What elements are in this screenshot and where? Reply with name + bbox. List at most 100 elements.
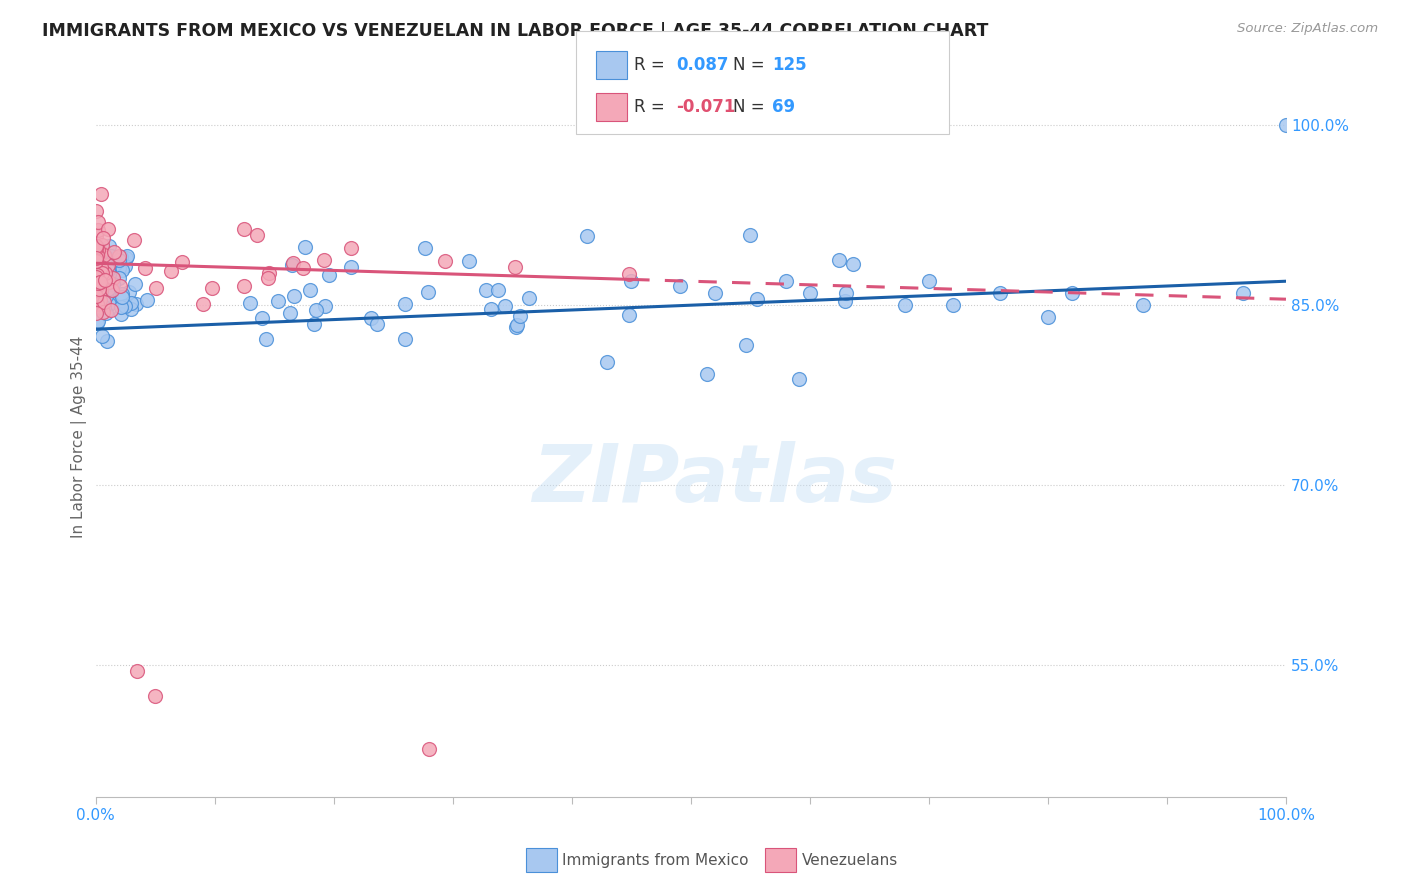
Point — [775, 274, 797, 288]
Point — [111, 287, 134, 301]
Point — [84, 204, 107, 219]
Point — [232, 279, 254, 293]
Point — [1060, 286, 1083, 301]
Point — [86, 296, 108, 310]
Point — [145, 281, 167, 295]
Point — [787, 372, 810, 386]
Point — [103, 244, 125, 259]
Point — [90, 283, 112, 297]
Point — [257, 270, 280, 285]
Point — [84, 241, 107, 255]
Point — [87, 284, 110, 298]
Point — [118, 285, 141, 300]
Point — [89, 275, 111, 289]
Point — [86, 267, 108, 281]
Point — [87, 278, 110, 293]
Point — [86, 248, 108, 262]
Point — [84, 298, 107, 312]
Point — [86, 247, 108, 261]
Point — [506, 318, 529, 333]
Point — [96, 280, 118, 294]
Point — [110, 290, 132, 304]
Point — [97, 258, 120, 272]
Point — [91, 231, 114, 245]
Point — [120, 296, 142, 310]
Point — [93, 272, 115, 286]
Point — [97, 239, 120, 253]
Point — [94, 249, 117, 263]
Point — [89, 245, 111, 260]
Point — [834, 293, 856, 308]
Point — [314, 299, 336, 313]
Point — [84, 293, 107, 307]
Text: Immigrants from Mexico: Immigrants from Mexico — [562, 854, 749, 868]
Point — [494, 299, 516, 313]
Point — [98, 268, 121, 282]
Point — [87, 314, 110, 328]
Point — [93, 294, 115, 309]
Point — [84, 270, 107, 285]
Point — [93, 266, 115, 280]
Point — [703, 286, 725, 301]
Point — [160, 264, 183, 278]
Text: R =: R = — [634, 56, 671, 74]
Point — [86, 275, 108, 289]
Point — [696, 367, 718, 381]
Point — [394, 297, 416, 311]
Point — [98, 271, 121, 285]
Point — [834, 286, 856, 301]
Point — [486, 283, 509, 297]
Point — [366, 318, 388, 332]
Point — [1132, 298, 1154, 312]
Point — [90, 186, 112, 201]
Text: N =: N = — [733, 56, 763, 74]
Text: IMMIGRANTS FROM MEXICO VS VENEZUELAN IN LABOR FORCE | AGE 35-44 CORRELATION CHAR: IMMIGRANTS FROM MEXICO VS VENEZUELAN IN … — [42, 22, 988, 40]
Point — [87, 245, 110, 260]
Point — [1232, 285, 1254, 300]
Point — [86, 268, 108, 283]
Point — [91, 266, 114, 280]
Point — [620, 274, 643, 288]
Point — [172, 255, 194, 269]
Point — [143, 689, 166, 703]
Point — [505, 319, 527, 334]
Text: Venezuelans: Venezuelans — [801, 854, 897, 868]
Point — [100, 249, 122, 263]
Point — [239, 295, 262, 310]
Point — [120, 301, 142, 316]
Point — [89, 293, 111, 307]
Point — [281, 258, 304, 272]
Point — [918, 274, 941, 288]
Text: N =: N = — [733, 98, 763, 116]
Point — [97, 262, 120, 277]
Point — [98, 263, 121, 277]
Point — [283, 256, 305, 270]
Point — [894, 298, 917, 312]
Point — [617, 308, 640, 322]
Point — [84, 239, 107, 253]
Y-axis label: In Labor Force | Age 35-44: In Labor Force | Age 35-44 — [72, 336, 87, 538]
Point — [101, 284, 124, 298]
Point — [98, 294, 121, 309]
Point — [669, 279, 692, 293]
Point — [84, 288, 107, 302]
Point — [84, 254, 107, 268]
Point — [114, 259, 136, 273]
Point — [136, 293, 159, 307]
Point — [91, 283, 114, 297]
Text: 125: 125 — [772, 56, 807, 74]
Point — [124, 277, 146, 291]
Point — [98, 297, 121, 311]
Point — [942, 298, 965, 312]
Point — [619, 268, 641, 282]
Point — [110, 279, 132, 293]
Point — [125, 296, 148, 310]
Point — [104, 257, 127, 271]
Point — [1275, 119, 1298, 133]
Point — [292, 260, 315, 275]
Point — [110, 300, 132, 314]
Point — [87, 215, 110, 229]
Point — [503, 260, 526, 274]
Point — [89, 300, 111, 314]
Point — [94, 289, 117, 303]
